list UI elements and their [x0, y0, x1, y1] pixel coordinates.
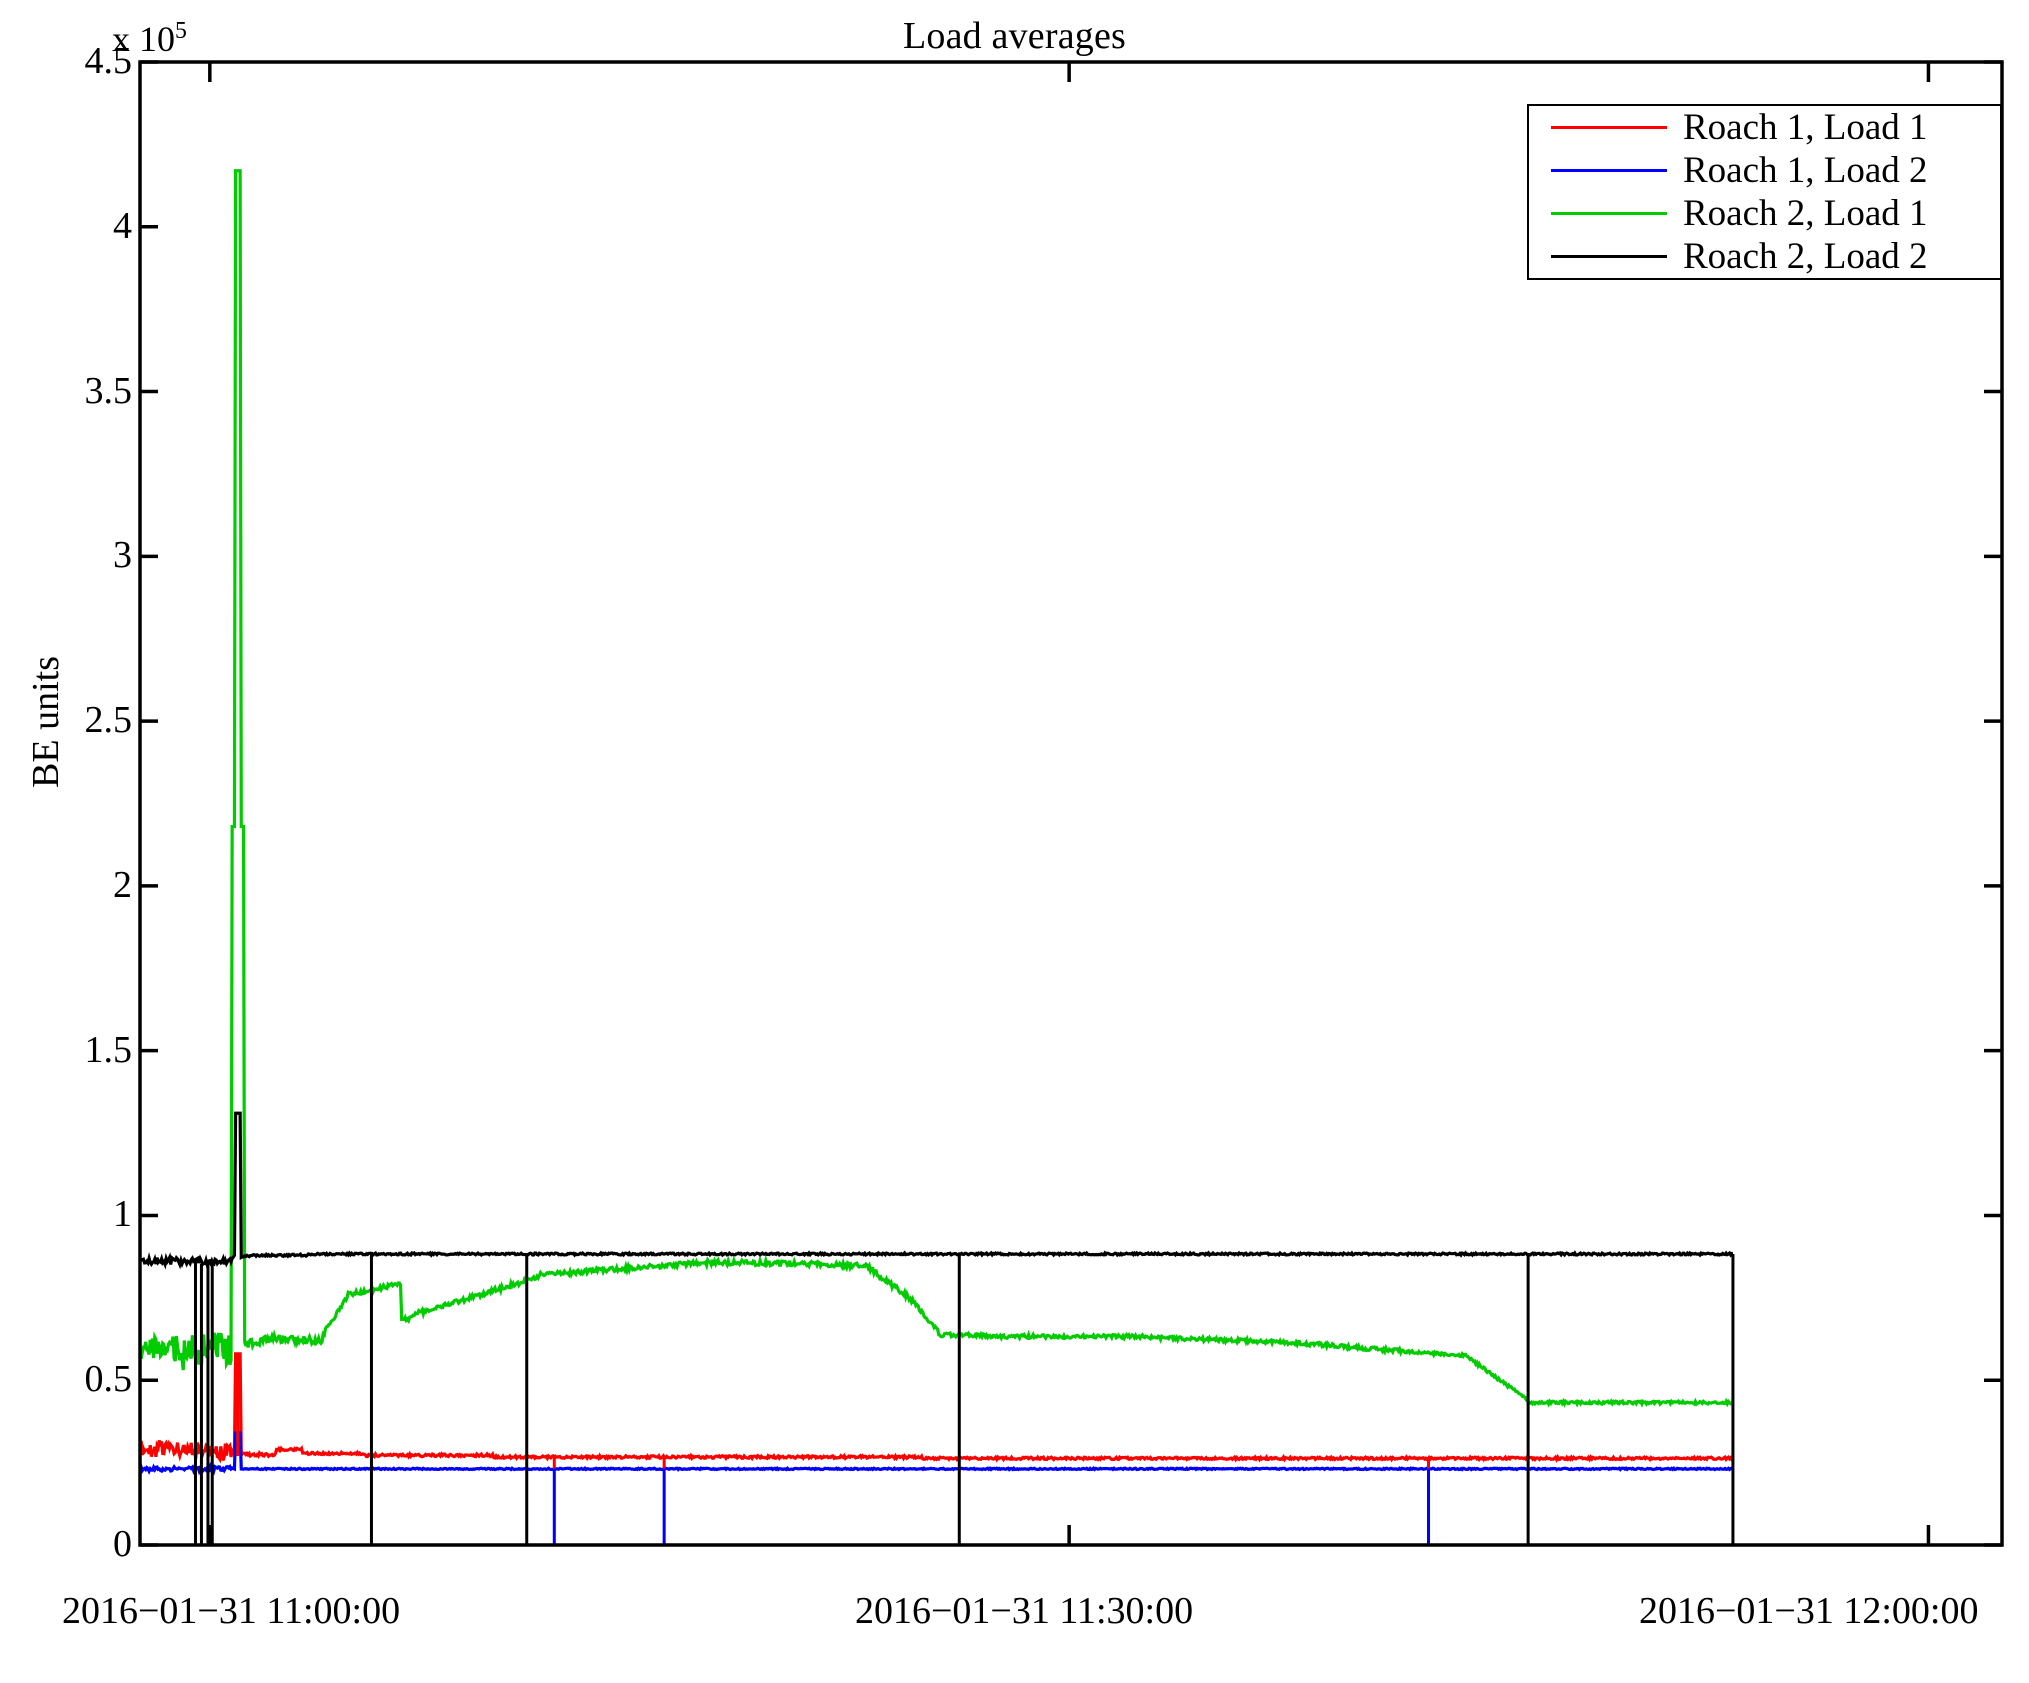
legend: Roach 1, Load 1 Roach 1, Load 2 Roach 2,… [1527, 104, 2002, 280]
legend-swatch-roach1-load2 [1551, 169, 1667, 172]
x-tick-label-2: 2016−01−31 12:00:00 [1639, 1590, 1979, 1632]
legend-item[interactable]: Roach 1, Load 1 [1529, 106, 2000, 149]
plot-border [138, 60, 2004, 1547]
legend-label: Roach 2, Load 2 [1683, 236, 1928, 277]
legend-item[interactable]: Roach 2, Load 2 [1529, 235, 2000, 278]
y-tick-label-7: 3.5 [84, 369, 133, 412]
y-tick-label-4: 2 [113, 863, 132, 906]
legend-label: Roach 1, Load 1 [1683, 107, 1928, 148]
y-exponent-prefix: x 10 [112, 19, 175, 59]
series-line-roach2-load2 [138, 1111, 1734, 1271]
legend-label: Roach 2, Load 1 [1683, 193, 1928, 234]
chart-title: Load averages [902, 15, 1127, 57]
y-tick-label-8: 4 [113, 204, 132, 247]
series-line-roach1-load2 [138, 1431, 1734, 1476]
y-exponent-power: 5 [175, 18, 187, 44]
series-line-roach2-load1 [138, 169, 1735, 1408]
x-tick-label-1: 2016−01−31 11:30:00 [855, 1590, 1194, 1632]
y-tick-label-2: 1 [113, 1193, 132, 1236]
y-tick-label-6: 3 [113, 534, 132, 577]
y-tick-label-0: 0 [113, 1523, 132, 1565]
legend-swatch-roach2-load1 [1551, 212, 1667, 215]
y-tick-label-5: 2.5 [84, 699, 133, 742]
y-tick-label-group: 0 0.5 1 1.5 2 2.5 3 3.5 4 4.5 [0, 0, 133, 1683]
y-tick-label-9: 4.5 [84, 40, 133, 82]
legend-swatch-roach2-load2 [1551, 255, 1667, 258]
legend-item[interactable]: Roach 1, Load 2 [1529, 149, 2000, 192]
legend-swatch-roach1-load1 [1551, 126, 1667, 129]
legend-item[interactable]: Roach 2, Load 1 [1529, 192, 2000, 235]
axes-layer [138, 60, 2004, 1547]
y-tick-label-3: 1.5 [84, 1028, 133, 1071]
series-layer [138, 169, 1735, 1545]
x-tick-label-0: 2016−01−31 11:00:00 [62, 1590, 401, 1632]
legend-label: Roach 1, Load 2 [1683, 150, 1928, 191]
y-axis-exponent-label: x 105 [112, 18, 187, 60]
y-tick-label-1: 0.5 [84, 1358, 133, 1401]
series-line-roach1-load1 [138, 1352, 1734, 1464]
